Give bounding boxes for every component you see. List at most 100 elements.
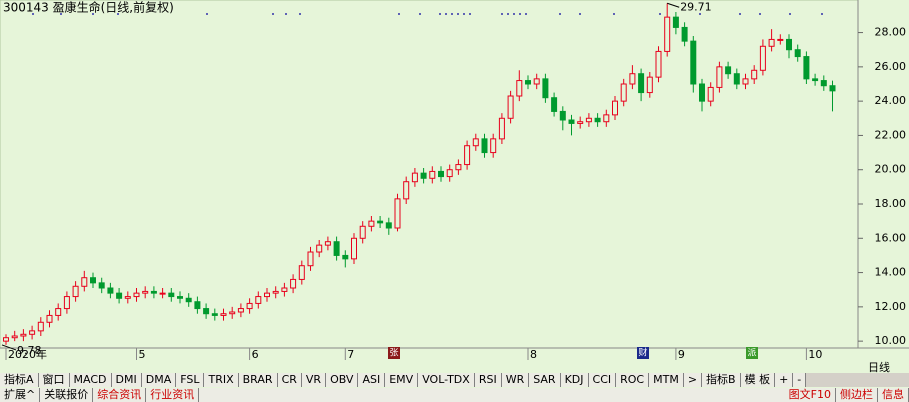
toolbar-button[interactable]: CR (277, 373, 302, 387)
toolbar-button[interactable]: CCI (588, 373, 617, 387)
candle-body (394, 198, 401, 229)
tab[interactable]: 关联报价 (40, 388, 94, 402)
tab[interactable]: 扩展^ (0, 388, 41, 402)
candle-body (72, 285, 79, 298)
toolbar-button[interactable]: SAR (529, 373, 561, 387)
toolbar-button[interactable]: VOL-TDX (418, 373, 475, 387)
candle-body (81, 277, 88, 287)
toolbar-button[interactable]: + (775, 373, 794, 387)
candle-body (664, 16, 671, 52)
candle-body (577, 121, 584, 124)
toolbar-button[interactable]: WR (501, 373, 530, 387)
tab[interactable]: 图文F10 (785, 388, 836, 402)
candle-body (37, 321, 44, 332)
candle-body (716, 66, 723, 88)
candle-body (63, 296, 70, 310)
candle-body (255, 296, 262, 304)
event-icon (637, 347, 649, 359)
spacer (199, 388, 784, 402)
candle-body (455, 164, 462, 171)
x-tick-label: 2020年 (8, 347, 47, 361)
candle-body (98, 282, 105, 289)
toolbar-button[interactable]: DMI (111, 373, 142, 387)
toolbar-button[interactable]: KDJ (560, 373, 589, 387)
y-tick-label: 18.00 (875, 197, 907, 210)
candle-body (142, 290, 149, 294)
y-tick-label: 16.00 (875, 231, 907, 244)
toolbar-button[interactable]: > (683, 373, 703, 387)
y-tick-label: 12.00 (875, 300, 907, 313)
candle-body (646, 76, 653, 94)
candle-body (594, 117, 601, 123)
candle-body (812, 78, 819, 82)
candle-body (438, 170, 444, 178)
candle-body (29, 330, 36, 335)
toolbar-button[interactable]: EMV (385, 373, 419, 387)
candle-body (638, 73, 645, 94)
toolbar-button[interactable]: VR (301, 373, 327, 387)
candle-body (759, 45, 766, 71)
x-tick-label: 9 (678, 348, 685, 361)
tab[interactable]: 信息 (878, 388, 909, 402)
y-tick-label: 22.00 (875, 128, 907, 141)
toolbar-button[interactable]: FSL (176, 373, 205, 387)
toolbar-button[interactable]: ROC (616, 373, 650, 387)
candle-body (351, 237, 357, 260)
toolbar-button[interactable]: 模 板 (740, 373, 776, 387)
tab[interactable]: 行业资讯 (146, 388, 200, 402)
toolbar-button[interactable]: 窗口 (38, 373, 70, 387)
candle-body (211, 313, 218, 316)
x-tick-label: 8 (530, 348, 537, 361)
event-icon (388, 347, 400, 359)
event-label: 财 (638, 347, 647, 359)
candle-body (620, 83, 627, 102)
candle-body (307, 251, 314, 267)
plot-area (0, 0, 859, 349)
candle-body (707, 86, 714, 102)
candle-body (551, 97, 558, 112)
candle-body (150, 290, 157, 294)
candle-body (194, 301, 201, 310)
candle-body (516, 80, 523, 97)
candle-body (472, 138, 479, 147)
toolbar-button[interactable]: DMA (141, 373, 177, 387)
candle-body (533, 78, 540, 85)
y-tick-label: 14.00 (875, 266, 907, 279)
candle-body (264, 292, 270, 298)
tab[interactable]: 侧边栏 (836, 388, 878, 402)
candle-body (342, 254, 349, 260)
toolbar-button[interactable]: MACD (69, 373, 112, 387)
toolbar-button[interactable]: RSI (474, 373, 502, 387)
candle-body (298, 265, 305, 280)
candle-body (629, 73, 636, 85)
toolbar-button[interactable]: OBV (326, 373, 359, 387)
candle-body (490, 138, 497, 154)
candle-body (699, 83, 705, 102)
toolbar-button[interactable]: BRAR (238, 373, 278, 387)
candle-body (281, 287, 288, 292)
tab[interactable]: 综合资讯 (93, 388, 147, 402)
toolbar-button[interactable]: - (793, 373, 807, 387)
candle-body (481, 138, 488, 154)
chart-title: 300143 盈康生命(日线,前复权) (3, 0, 174, 15)
candle-body (168, 292, 175, 298)
candle-body (377, 220, 384, 224)
candle-body (768, 38, 775, 47)
toolbar-button[interactable]: 指标A (0, 373, 39, 387)
candle-body (612, 100, 618, 116)
candle-body (220, 313, 227, 316)
toolbar-button[interactable]: TRIX (204, 373, 239, 387)
candle-body (672, 16, 679, 28)
toolbar-button[interactable]: 指标B (702, 373, 741, 387)
candle-body (385, 222, 392, 229)
candle-body (725, 66, 732, 75)
candle-body (90, 277, 96, 284)
candle-body (464, 145, 471, 166)
candle-body (20, 333, 27, 337)
candle-body (742, 78, 749, 85)
candle-body (290, 278, 297, 289)
candle-body (55, 308, 62, 316)
toolbar-button[interactable]: MTM (649, 373, 684, 387)
toolbar-button[interactable]: ASI (358, 373, 386, 387)
